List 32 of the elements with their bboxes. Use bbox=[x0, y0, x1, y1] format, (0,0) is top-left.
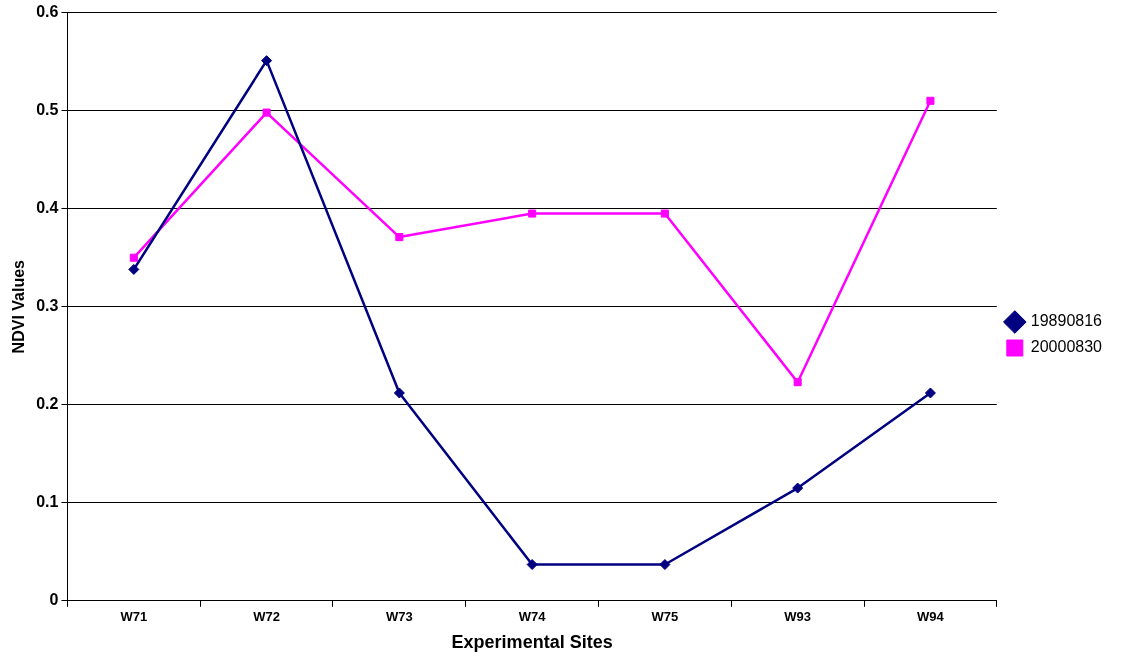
y-tick-label: 0.1 bbox=[36, 493, 59, 511]
y-tick-label: 0.6 bbox=[36, 3, 59, 21]
point bbox=[393, 387, 405, 399]
point bbox=[924, 387, 936, 399]
y-axis-title: NDVI Values bbox=[10, 259, 28, 354]
x-axis-title: Experimental Sites bbox=[451, 632, 613, 653]
y-tick-label: 0 bbox=[49, 591, 59, 609]
y-tick-label: 0.4 bbox=[36, 199, 59, 217]
point bbox=[528, 209, 537, 218]
point bbox=[395, 233, 404, 242]
point bbox=[659, 559, 671, 571]
point bbox=[660, 209, 669, 218]
point bbox=[261, 55, 273, 67]
y-tick-label: 0.5 bbox=[36, 101, 59, 119]
y-tick-label: 0.2 bbox=[36, 395, 59, 413]
x-tick-label: W75 bbox=[651, 609, 679, 625]
point bbox=[128, 263, 140, 275]
point bbox=[262, 108, 271, 117]
x-tick-label: W72 bbox=[253, 609, 280, 625]
legend-label: 19890816 bbox=[1030, 312, 1103, 330]
point bbox=[793, 378, 802, 387]
x-tick-label: W74 bbox=[518, 609, 547, 625]
point bbox=[129, 253, 138, 262]
y-tick-label: 0.3 bbox=[36, 297, 59, 315]
x-tick-label: W71 bbox=[120, 609, 148, 625]
x-tick-label: W73 bbox=[385, 609, 413, 625]
x-tick-label: W94 bbox=[917, 609, 945, 625]
point bbox=[526, 559, 538, 571]
x-tick-label: W93 bbox=[784, 609, 812, 625]
point bbox=[792, 482, 804, 494]
legend-label: 20000830 bbox=[1030, 338, 1103, 356]
point bbox=[926, 96, 935, 105]
